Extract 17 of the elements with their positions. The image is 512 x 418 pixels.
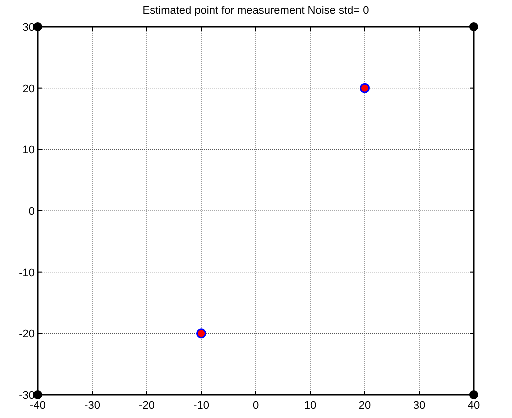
x-tick-label: 40 [468,400,480,412]
x-tick-label: 10 [304,400,317,412]
x-tick-label: 30 [413,400,426,412]
x-tick-label: -20 [139,400,155,412]
y-tick-label: 0 [28,206,35,218]
chart-title: Estimated point for measurement Noise std= 0 [142,5,370,17]
x-tick-label: 0 [252,400,260,412]
y-tick-label: -20 [19,328,35,341]
y-tick-label: -10 [19,267,35,280]
y-tick-label: 10 [22,144,35,157]
x-tick-label: -10 [194,400,210,412]
point [470,22,478,32]
x-tick-label: 20 [358,400,372,412]
y-tick-label: 20 [22,83,35,96]
x-tick-label: -40 [30,400,46,412]
point [470,390,478,400]
x-tick-label: -30 [84,400,100,412]
